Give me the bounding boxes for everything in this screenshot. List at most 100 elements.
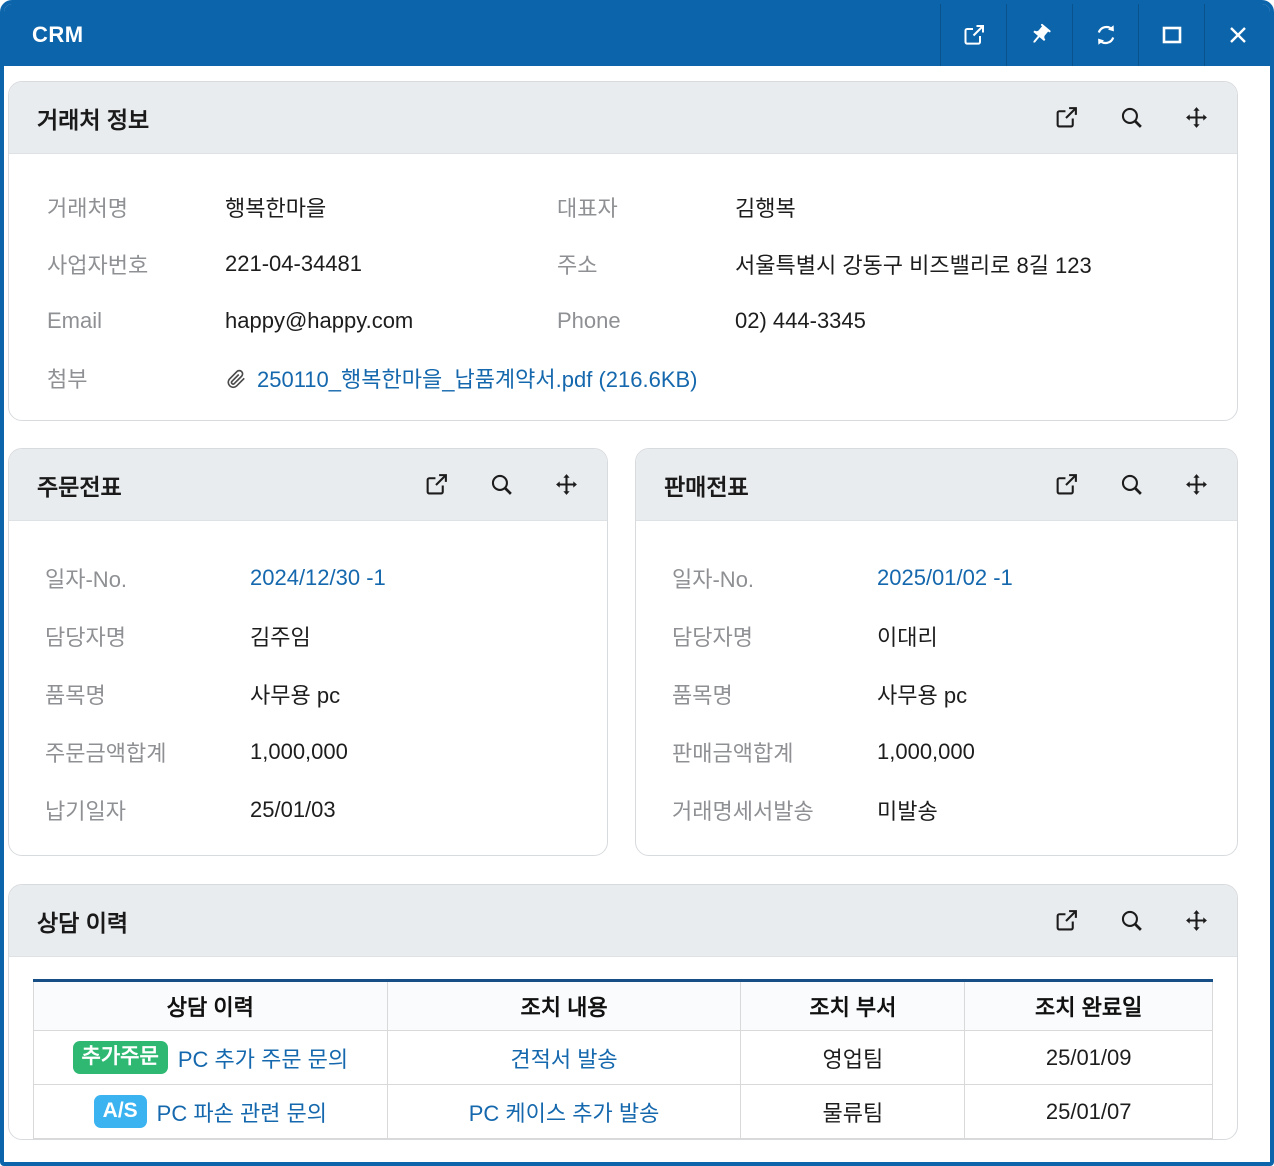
col-header-department: 조치 부서 — [740, 980, 966, 1031]
move-handle[interactable] — [554, 472, 579, 497]
item-value: 사무용 pc — [877, 683, 968, 708]
close-icon — [1226, 23, 1250, 47]
date-no-label: 일자-No. — [672, 567, 755, 592]
department-cell: 물류팀 — [740, 1084, 966, 1139]
maximize-icon — [1160, 23, 1184, 47]
item-label: 품목명 — [45, 683, 106, 708]
sales-slip-title: 판매전표 — [664, 473, 749, 500]
search-button[interactable] — [1119, 472, 1144, 497]
email-value: happy@happy.com — [225, 307, 414, 333]
field-row: 담당자명 이대리 — [672, 607, 1201, 665]
move-handle[interactable] — [1184, 908, 1209, 933]
content-area: 거래처 정보 거래처명 행복한마을 대표자 김행복 사업자번호 221-04-3… — [4, 66, 1270, 1162]
client-info-header: 거래처 정보 — [9, 82, 1237, 154]
ceo-value: 김행복 — [735, 195, 796, 221]
table-row: 추가주문 PC 추가 주문 문의 견적서 발송 영업팀 25/01/09 — [33, 1030, 1213, 1085]
consult-history-header: 상담 이력 — [9, 885, 1237, 957]
sales-slip-header: 판매전표 — [636, 449, 1237, 521]
field-row: 품목명 사무용 pc — [45, 665, 571, 723]
order-total-label: 주문금액합계 — [45, 741, 167, 766]
manager-label: 담당자명 — [45, 625, 126, 650]
open-external-icon — [1054, 472, 1079, 497]
delivery-date-label: 납기일자 — [45, 799, 126, 824]
titlebar-buttons — [940, 4, 1270, 66]
move-icon — [1184, 472, 1209, 497]
business-number-value: 221-04-34481 — [225, 250, 363, 276]
field-row: 판매금액합계 1,000,000 — [672, 723, 1201, 781]
search-icon — [1119, 472, 1144, 497]
client-info-title: 거래처 정보 — [37, 106, 150, 133]
order-date-no-link[interactable]: 2024/12/30 -1 — [250, 565, 386, 590]
order-slip-header-icons — [424, 472, 579, 497]
attachment-file-link[interactable]: 250110_행복한마을_납품계약서.pdf (216.6KB) — [257, 366, 698, 392]
inquiry-link[interactable]: PC 파손 관련 문의 — [156, 1100, 328, 1126]
move-icon — [554, 472, 579, 497]
move-handle[interactable] — [1184, 105, 1209, 130]
inquiry-link[interactable]: PC 추가 주문 문의 — [177, 1046, 349, 1072]
manager-value: 김주임 — [250, 625, 311, 650]
col-header-inquiry: 상담 이력 — [33, 980, 388, 1031]
statement-sent-label: 거래명세서발송 — [672, 799, 814, 824]
action-link[interactable]: 견적서 발송 — [510, 1046, 618, 1072]
phone-value: 02) 444-3345 — [735, 307, 866, 333]
department-cell: 영업팀 — [740, 1030, 966, 1085]
window-title: CRM — [32, 22, 84, 47]
paperclip-icon — [225, 367, 247, 389]
search-button[interactable] — [1119, 908, 1144, 933]
consult-history-table-wrap: 상담 이력 조치 내용 조치 부서 조치 완료일 추가주문 PC 추가 주문 문… — [33, 979, 1213, 1139]
sales-total-value: 1,000,000 — [877, 739, 975, 764]
phone-label: Phone — [557, 307, 621, 333]
attachment-label: 첨부 — [47, 366, 88, 392]
action-link[interactable]: PC 케이스 추가 발송 — [468, 1100, 660, 1126]
refresh-button[interactable] — [1072, 4, 1138, 66]
email-label: Email — [47, 307, 103, 333]
open-external-icon — [1054, 908, 1079, 933]
business-number-label: 사업자번호 — [47, 252, 149, 278]
search-icon — [1119, 105, 1144, 130]
field-row: 주문금액합계 1,000,000 — [45, 723, 571, 781]
col-header-completed: 조치 완료일 — [964, 980, 1213, 1031]
table-row: A/S PC 파손 관련 문의 PC 케이스 추가 발송 물류팀 25/01/0… — [33, 1084, 1213, 1139]
sales-date-no-link[interactable]: 2025/01/02 -1 — [877, 565, 1013, 590]
open-external-button[interactable] — [940, 4, 1006, 66]
consult-history-panel: 상담 이력 상담 이력 조치 내용 조치 부서 조치 완료일 — [8, 884, 1238, 1140]
search-icon — [489, 472, 514, 497]
manager-label: 담당자명 — [672, 625, 753, 650]
item-label: 품목명 — [672, 683, 733, 708]
close-button[interactable] — [1204, 4, 1270, 66]
field-row: 일자-No. 2024/12/30 -1 — [45, 549, 571, 607]
open-external-icon — [962, 23, 986, 47]
order-slip-title: 주문전표 — [37, 473, 122, 500]
field-row: 품목명 사무용 pc — [672, 665, 1201, 723]
statement-sent-value: 미발송 — [877, 799, 938, 824]
status-badge: A/S — [93, 1095, 147, 1128]
date-no-label: 일자-No. — [45, 567, 128, 592]
field-row: 담당자명 김주임 — [45, 607, 571, 665]
field-row: Email happy@happy.com Phone 02) 444-3345 — [47, 292, 1199, 349]
titlebar: CRM — [4, 4, 1270, 66]
move-handle[interactable] — [1184, 472, 1209, 497]
open-external-button[interactable] — [424, 472, 449, 497]
search-button[interactable] — [1119, 105, 1144, 130]
sales-slip-panel: 판매전표 일자-No. 2025/01/02 -1 담당자명 이대리 품목명 — [635, 448, 1238, 856]
move-icon — [1184, 908, 1209, 933]
order-slip-body: 일자-No. 2024/12/30 -1 담당자명 김주임 품목명 사무용 pc… — [9, 521, 607, 839]
manager-value: 이대리 — [877, 625, 938, 650]
maximize-button[interactable] — [1138, 4, 1204, 66]
client-info-body: 거래처명 행복한마을 대표자 김행복 사업자번호 221-04-34481 주소… — [9, 154, 1237, 406]
field-row: 납기일자 25/01/03 — [45, 781, 571, 839]
open-external-button[interactable] — [1054, 105, 1079, 130]
consult-history-title: 상담 이력 — [37, 909, 129, 936]
client-name-label: 거래처명 — [47, 195, 128, 221]
status-badge: 추가주문 — [72, 1041, 168, 1074]
sales-total-label: 판매금액합계 — [672, 741, 794, 766]
col-header-action: 조치 내용 — [386, 980, 742, 1031]
search-button[interactable] — [489, 472, 514, 497]
open-external-button[interactable] — [1054, 472, 1079, 497]
pin-button[interactable] — [1006, 4, 1072, 66]
consult-history-header-icons — [1054, 908, 1209, 933]
delivery-date-value: 25/01/03 — [250, 797, 336, 822]
open-external-button[interactable] — [1054, 908, 1079, 933]
sales-slip-header-icons — [1054, 472, 1209, 497]
